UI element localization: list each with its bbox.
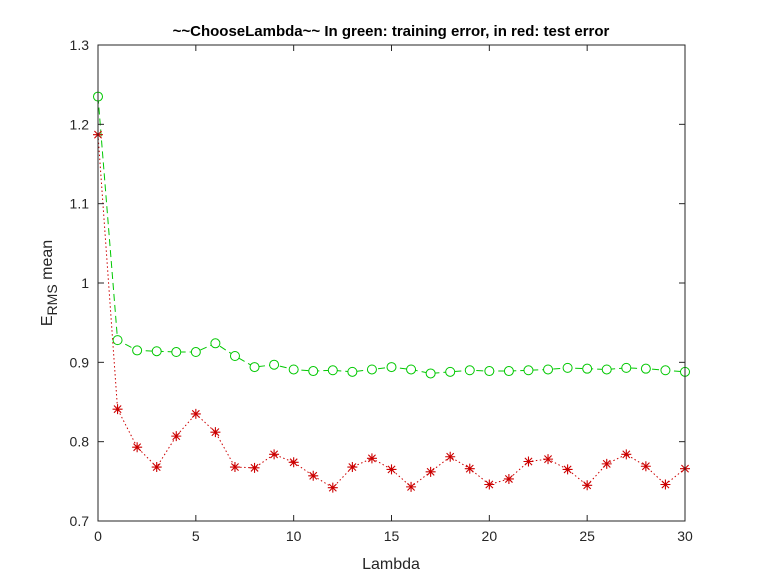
training-point: [562, 362, 573, 373]
test-point: [112, 404, 123, 415]
training-point: [621, 362, 632, 373]
training-point: [543, 364, 554, 375]
test-point: [464, 463, 475, 474]
test-point: [347, 462, 358, 473]
training-point: [445, 366, 456, 377]
x-axis: 0 5 10 15 20 25 30: [94, 45, 693, 544]
training-point: [210, 338, 221, 349]
training-point: [132, 345, 143, 356]
training-point: [347, 366, 358, 377]
training-point: [151, 346, 162, 357]
training-point: [503, 366, 514, 377]
y-tick-label: 0.8: [70, 434, 90, 450]
x-tick-label: 30: [677, 528, 693, 544]
training-point: [660, 365, 671, 376]
test-point: [210, 427, 221, 438]
y-tick-label: 0.7: [70, 513, 90, 529]
test-point: [601, 458, 612, 469]
test-point: [562, 464, 573, 475]
test-point: [523, 456, 534, 467]
test-point: [425, 466, 436, 477]
training-point: [425, 368, 436, 379]
test-point: [132, 442, 143, 453]
training-point: [288, 364, 299, 375]
test-point: [151, 462, 162, 473]
test-point: [543, 454, 554, 465]
x-tick-label: 25: [579, 528, 595, 544]
y-tick-label: 0.9: [70, 354, 90, 370]
training-point: [190, 347, 201, 358]
test-point: [621, 449, 632, 460]
training-point: [327, 365, 338, 376]
test-point: [288, 457, 299, 468]
y-axis-label: ERMS mean: [39, 240, 60, 326]
training-point: [582, 363, 593, 374]
test-point: [190, 408, 201, 419]
test-point: [308, 470, 319, 481]
test-point: [660, 479, 671, 490]
training-point: [269, 359, 280, 370]
test-point: [503, 473, 514, 484]
test-point: [249, 462, 260, 473]
training-point: [601, 364, 612, 375]
y-axis: 0.7 0.8 0.9 1 1.1 1.2 1.3: [70, 37, 685, 529]
training-point: [640, 363, 651, 374]
training-point: [406, 364, 417, 375]
x-tick-label: 5: [192, 528, 200, 544]
y-tick-label: 1: [81, 275, 89, 291]
test-point: [406, 481, 417, 492]
chart-title: ~~ChooseLambda~~ In green: training erro…: [173, 23, 610, 40]
training-point: [229, 350, 240, 361]
y-axis-label-main: E: [39, 315, 56, 326]
training-point: [308, 366, 319, 377]
test-point: [640, 461, 651, 472]
training-point: [386, 362, 397, 373]
x-tick-label: 10: [286, 528, 302, 544]
y-axis-label-subscript: RMS: [44, 284, 60, 315]
x-tick-label: 20: [482, 528, 498, 544]
training-point: [171, 347, 182, 358]
test-point: [484, 479, 495, 490]
test-point: [269, 449, 280, 460]
test-point: [386, 464, 397, 475]
plot-area: [98, 45, 685, 521]
series-training: [93, 91, 690, 379]
test-point: [171, 431, 182, 442]
y-tick-label: 1.1: [70, 196, 90, 212]
test-point: [582, 480, 593, 491]
test-point: [327, 482, 338, 493]
training-point: [464, 365, 475, 376]
training-point: [366, 364, 377, 375]
training-point: [249, 362, 260, 373]
training-point: [484, 366, 495, 377]
y-tick-label: 1.2: [70, 116, 90, 132]
x-tick-label: 0: [94, 528, 102, 544]
test-point: [366, 453, 377, 464]
y-axis-label-suffix: mean: [39, 240, 56, 284]
test-point: [445, 451, 456, 462]
test-point: [229, 462, 240, 473]
y-tick-label: 1.3: [70, 37, 90, 53]
x-axis-label: Lambda: [362, 556, 420, 573]
training-point: [523, 365, 534, 376]
training-point: [112, 335, 123, 346]
x-tick-label: 15: [384, 528, 400, 544]
